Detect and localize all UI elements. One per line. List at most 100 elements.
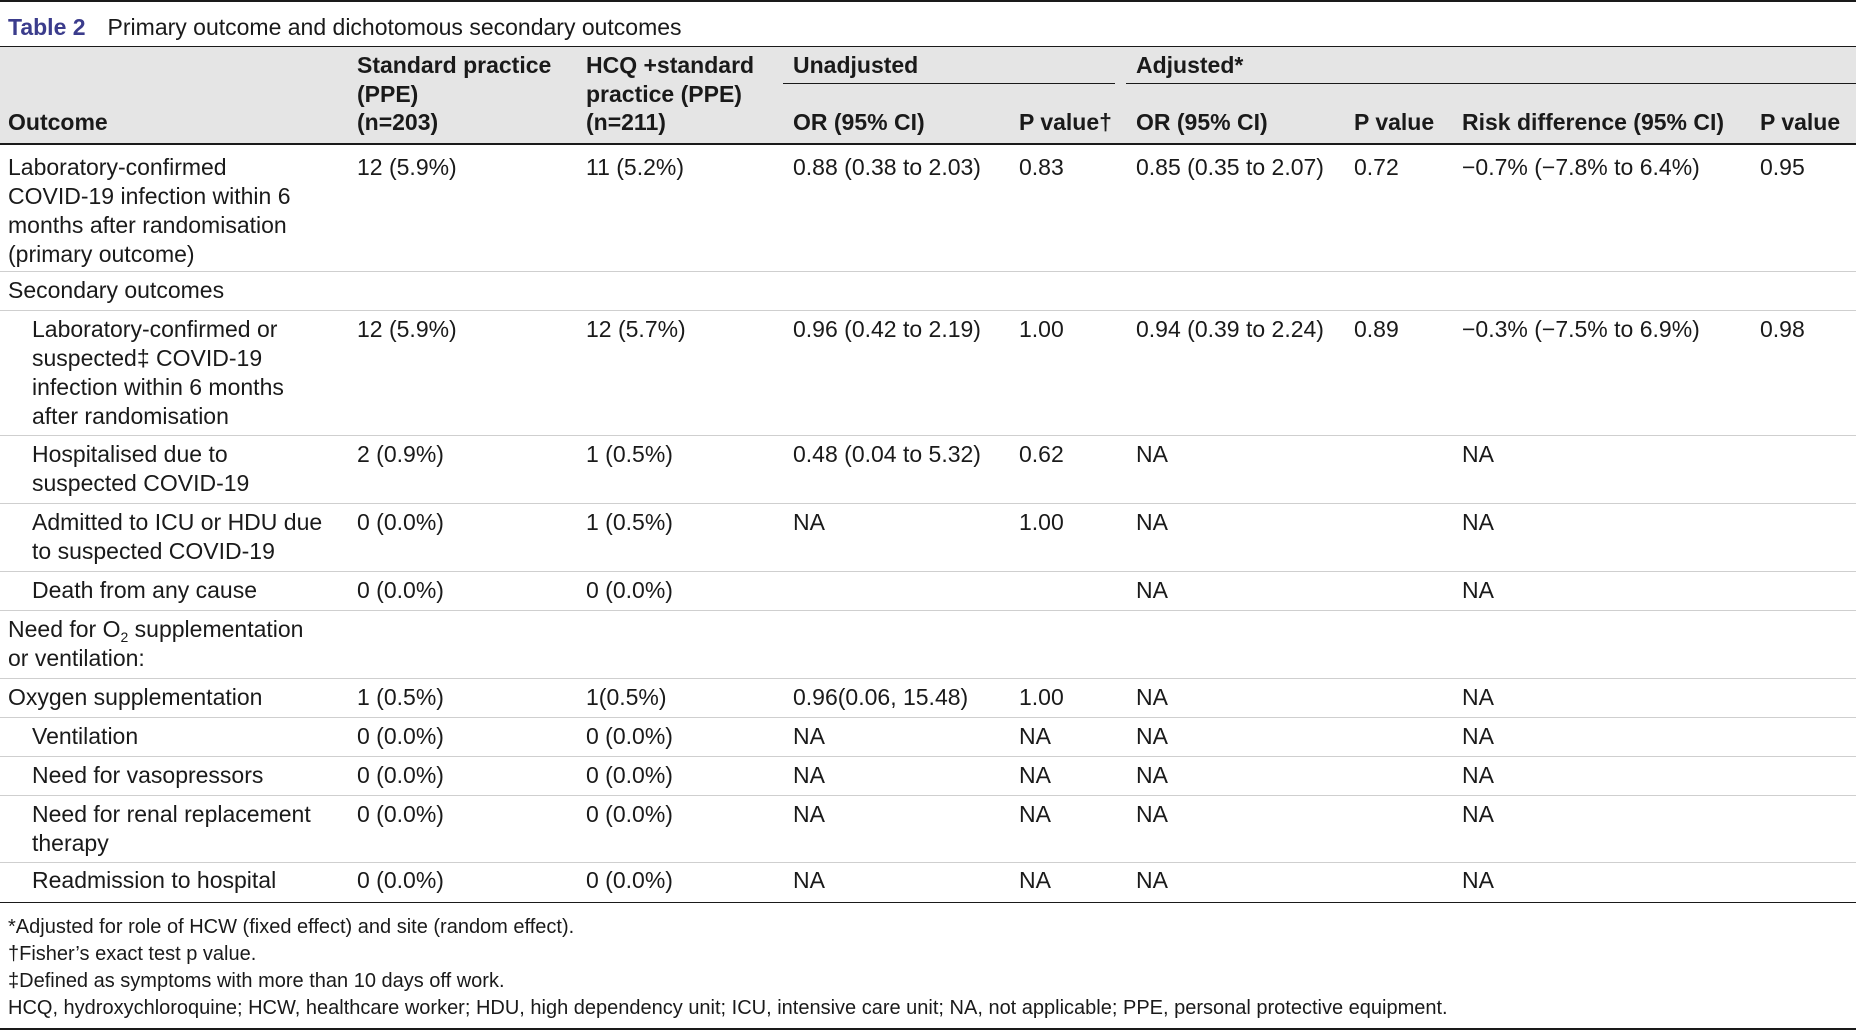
- cell-hcq: 12 (5.7%): [586, 316, 686, 342]
- header-hcq-line1: HCQ +standard: [586, 52, 755, 78]
- cell-p-unadjusted: 1.00: [1019, 684, 1064, 710]
- subscript-2: 2: [120, 629, 129, 645]
- table-label: Table 2: [8, 14, 86, 40]
- row-rule: [0, 610, 1856, 611]
- cell-p-unadjusted: NA: [1019, 867, 1051, 893]
- cell-risk-difference: −0.3% (−7.5% to 6.9%): [1462, 316, 1700, 342]
- row-rule: [0, 435, 1856, 436]
- cell-risk-difference: NA: [1462, 723, 1494, 749]
- row-rule: [0, 795, 1856, 796]
- cell-or-adjusted: NA: [1136, 441, 1168, 467]
- row-outcome-line: suspected‡ COVID-19: [32, 345, 263, 371]
- cell-or-unadjusted: NA: [793, 509, 825, 535]
- heading-text: Need for O: [8, 616, 121, 642]
- row-outcome-line: Oxygen supplementation: [8, 684, 263, 710]
- header-hcq-line2: practice (PPE): [586, 81, 742, 107]
- row-outcome-line: Laboratory-confirmed or: [32, 316, 278, 342]
- cell-risk-difference: NA: [1462, 762, 1494, 788]
- header-outcome: Outcome: [8, 109, 108, 135]
- cell-standard: 0 (0.0%): [357, 762, 444, 788]
- header-or-unadjusted: OR (95% CI): [793, 109, 925, 135]
- heading-text: supplementation: [128, 616, 304, 642]
- cell-p-unadjusted: 0.62: [1019, 441, 1064, 467]
- cell-or-unadjusted: 0.88 (0.38 to 2.03): [793, 154, 981, 180]
- header-hcq-line3: (n=211): [586, 109, 666, 135]
- cell-or-adjusted: 0.94 (0.39 to 2.24): [1136, 316, 1324, 342]
- caption-rule: [0, 46, 1856, 47]
- cell-or-unadjusted: NA: [793, 867, 825, 893]
- cell-risk-difference: NA: [1462, 577, 1494, 603]
- cell-hcq: 1 (0.5%): [586, 509, 673, 535]
- row-outcome-line: after randomisation: [32, 403, 229, 429]
- row-outcome-line: Readmission to hospital: [32, 867, 277, 893]
- header-adjusted: Adjusted*: [1136, 52, 1244, 78]
- row-outcome-line: Ventilation: [32, 723, 139, 749]
- header-standard-line1: Standard practice: [357, 52, 552, 78]
- cell-risk-difference: −0.7% (−7.8% to 6.4%): [1462, 154, 1700, 180]
- table-end-rule: [0, 902, 1856, 903]
- cell-p-unadjusted: 1.00: [1019, 316, 1064, 342]
- cell-hcq: 1(0.5%): [586, 684, 667, 710]
- footnote-abbreviations: HCQ, hydroxychloroquine; HCW, healthcare…: [8, 997, 1448, 1019]
- row-rule: [0, 571, 1856, 572]
- cell-or-unadjusted: 0.96(0.06, 15.48): [793, 684, 969, 710]
- row-rule: [0, 503, 1856, 504]
- row-outcome-line: to suspected COVID-19: [32, 538, 275, 564]
- cell-standard: 12 (5.9%): [357, 316, 457, 342]
- cell-risk-difference: NA: [1462, 684, 1494, 710]
- cell-p-risk-difference: 0.98: [1760, 316, 1805, 342]
- row-outcome-line: Need for renal replacement: [32, 801, 311, 827]
- section-heading: Secondary outcomes: [8, 277, 225, 303]
- cell-standard: 0 (0.0%): [357, 801, 444, 827]
- cell-or-adjusted: NA: [1136, 723, 1168, 749]
- table-caption: Table 2 Primary outcome and dichotomous s…: [8, 12, 682, 42]
- cell-hcq: 11 (5.2%): [586, 154, 685, 180]
- row-rule: [0, 756, 1856, 757]
- cell-risk-difference: NA: [1462, 801, 1494, 827]
- table-title: Primary outcome and dichotomous secondar…: [107, 14, 682, 40]
- footnote-adjusted: *Adjusted for role of HCW (fixed effect)…: [8, 916, 575, 938]
- row-rule: [0, 310, 1856, 311]
- cell-or-unadjusted: 0.48 (0.04 to 5.32): [793, 441, 981, 467]
- cell-or-unadjusted: NA: [793, 801, 825, 827]
- cell-p-adjusted: 0.72: [1354, 154, 1399, 180]
- top-rule: [0, 0, 1856, 2]
- cell-risk-difference: NA: [1462, 441, 1494, 467]
- header-or-adjusted: OR (95% CI): [1136, 109, 1268, 135]
- cell-hcq: 0 (0.0%): [586, 762, 673, 788]
- cell-p-adjusted: 0.89: [1354, 316, 1399, 342]
- row-outcome-line: suspected COVID-19: [32, 470, 250, 496]
- footnote-suspected: ‡Defined as symptoms with more than 10 d…: [8, 970, 505, 992]
- header-rule: [0, 143, 1856, 145]
- cell-standard: 1 (0.5%): [357, 684, 444, 710]
- header-p-risk-difference: P value: [1760, 109, 1841, 135]
- cell-or-unadjusted: 0.96 (0.42 to 2.19): [793, 316, 981, 342]
- table-header: [0, 47, 1856, 143]
- section-heading: Need for O2 supplementation: [8, 615, 303, 644]
- header-unadjusted: Unadjusted: [793, 52, 919, 78]
- footnote-fisher: †Fisher’s exact test p value.: [8, 943, 257, 965]
- cell-p-unadjusted: NA: [1019, 801, 1051, 827]
- cell-standard: 12 (5.9%): [357, 154, 457, 180]
- cell-or-adjusted: NA: [1136, 577, 1168, 603]
- row-outcome-line: months after randomisation: [8, 212, 287, 238]
- row-outcome-line: COVID-19 infection within 6: [8, 183, 291, 209]
- row-rule: [0, 717, 1856, 718]
- row-outcome-line: therapy: [32, 830, 109, 856]
- cell-standard: 0 (0.0%): [357, 509, 444, 535]
- row-outcome-line: Need for vasopressors: [32, 762, 264, 788]
- cell-p-unadjusted: NA: [1019, 762, 1051, 788]
- cell-or-adjusted: 0.85 (0.35 to 2.07): [1136, 154, 1324, 180]
- adjusted-group-rule: [1126, 83, 1856, 84]
- cell-or-unadjusted: NA: [793, 723, 825, 749]
- cell-or-adjusted: NA: [1136, 762, 1168, 788]
- header-p-unadjusted: P value†: [1019, 109, 1112, 135]
- cell-p-unadjusted: 0.83: [1019, 154, 1064, 180]
- row-outcome-line: Death from any cause: [32, 577, 258, 603]
- cell-or-adjusted: NA: [1136, 684, 1168, 710]
- cell-or-unadjusted: NA: [793, 762, 825, 788]
- cell-hcq: 0 (0.0%): [586, 801, 673, 827]
- cell-standard: 2 (0.9%): [357, 441, 444, 467]
- cell-standard: 0 (0.0%): [357, 723, 444, 749]
